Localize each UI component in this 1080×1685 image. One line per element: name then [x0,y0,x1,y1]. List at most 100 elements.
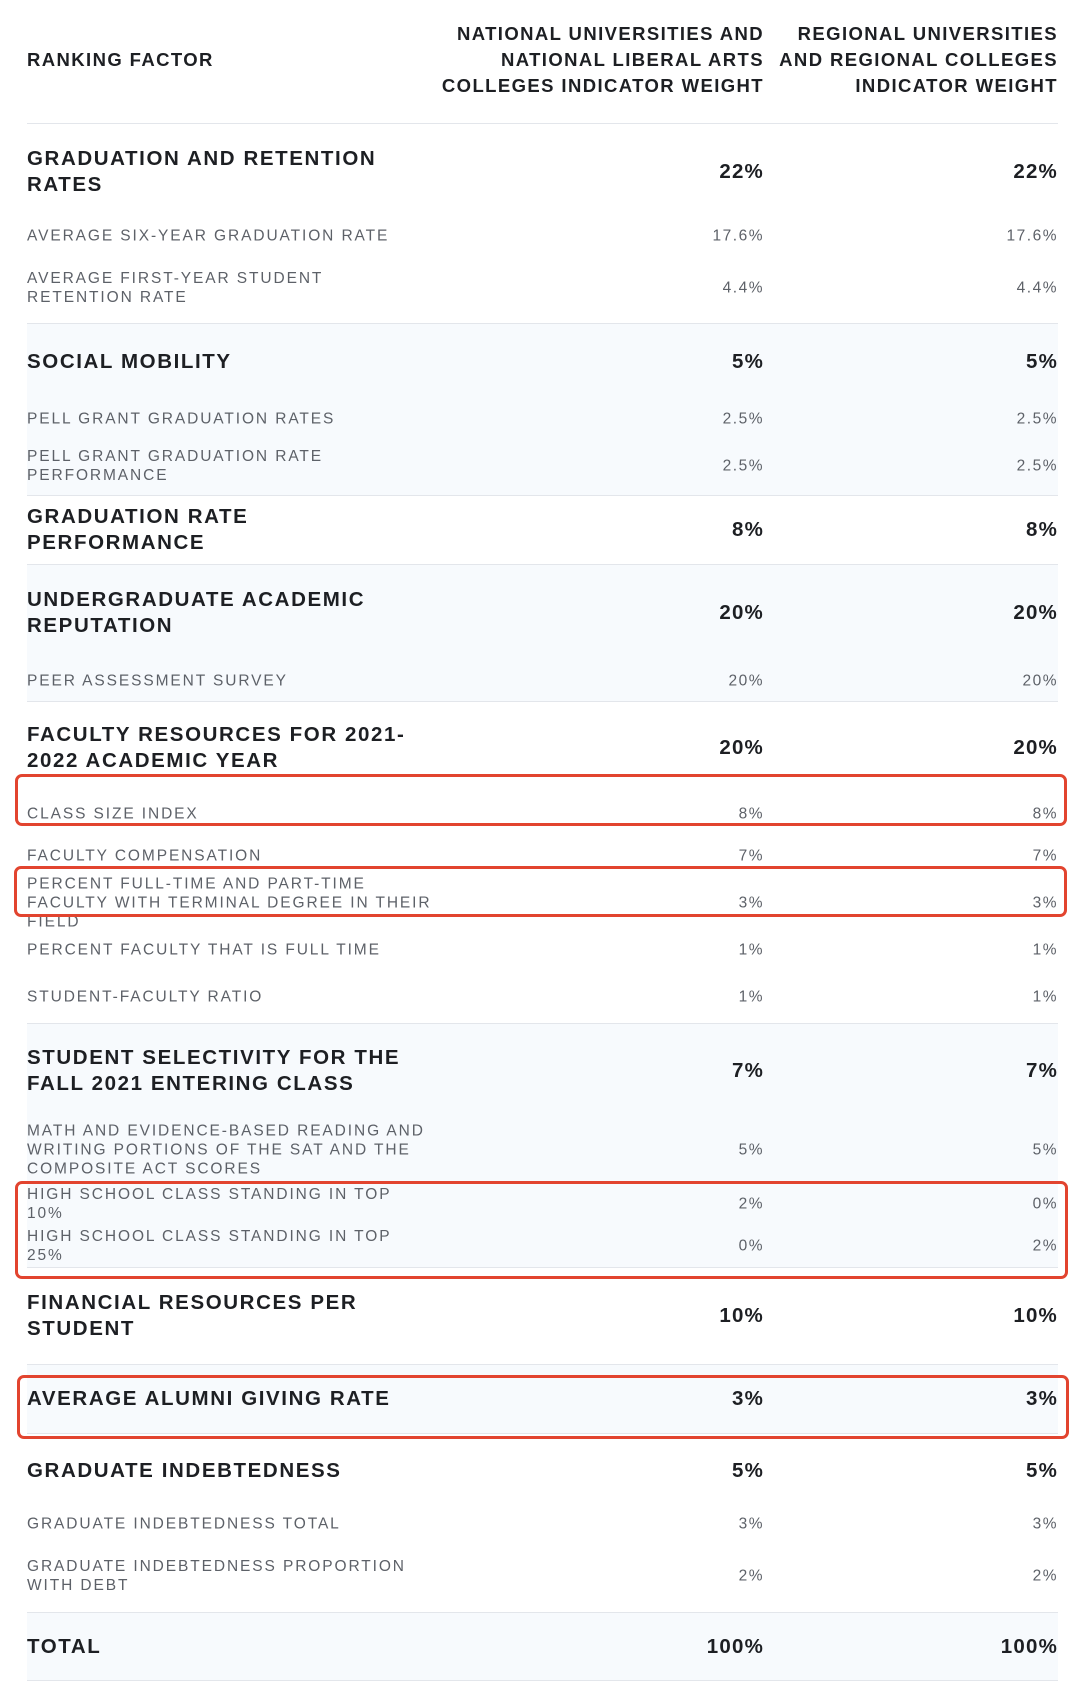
subfactor-label: GRADUATE INDEBTEDNESS TOTAL [27,1515,341,1532]
table-header: RANKING FACTOR NATIONAL UNIVERSITIES AND… [27,0,1058,124]
subfactor-row: CLASS SIZE INDEX 8% 8% [27,793,1058,835]
subfactor-label: AVERAGE FIRST-YEAR STUDENT RETENTION RAT… [27,269,324,306]
section-alumni-giving: AVERAGE ALUMNI GIVING RATE 3% 3% [27,1365,1058,1434]
section-social-mobility: SOCIAL MOBILITY 5% 5% PELL GRANT GRADUAT… [27,324,1058,496]
category-regional-weight: 8% [1025,518,1058,541]
total-regional-weight: 100% [1000,1634,1058,1658]
subfactor-national-weight: 1% [738,988,764,1006]
category-row: UNDERGRADUATE ACADEMIC REPUTATION 20% 20… [27,565,1058,661]
subfactor-label: PEER ASSESSMENT SURVEY [27,672,288,690]
subfactor-row: MATH AND EVIDENCE-BASED READING AND WRIT… [27,1117,1058,1183]
header-regional-weight: REGIONAL UNIVERSITIES AND REGIONAL COLLE… [779,23,1058,96]
category-label: GRADUATION AND RETENTION RATES [27,146,377,196]
subfactor-row: PEER ASSESSMENT SURVEY 20% 20% [27,661,1058,701]
section-graduation-retention: GRADUATION AND RETENTION RATES 22% 22% A… [27,124,1058,324]
subfactor-label: STUDENT-FACULTY RATIO [27,988,264,1006]
subfactor-regional-weight: 7% [1032,847,1058,864]
header-ranking-factor: RANKING FACTOR [27,49,214,70]
total-national-weight: 100% [706,1634,764,1658]
category-regional-weight: 5% [1025,1458,1058,1482]
subfactor-national-weight: 2.5% [722,410,764,427]
ranking-weights-table: RANKING FACTOR NATIONAL UNIVERSITIES AND… [27,0,1058,1681]
subfactor-national-weight: 2% [738,1195,764,1213]
subfactor-row: PELL GRANT GRADUATION RATE PERFORMANCE 2… [27,437,1058,495]
category-label: UNDERGRADUATE ACADEMIC REPUTATION [27,588,366,637]
category-label: GRADUATION RATE PERFORMANCE [27,505,249,554]
category-national-weight: 5% [731,350,764,373]
subfactor-label: PERCENT FACULTY THAT IS FULL TIME [27,941,381,959]
subfactor-label: CLASS SIZE INDEX [27,805,199,823]
subfactor-regional-weight: 1% [1032,941,1058,959]
subfactor-national-weight: 2.5% [722,457,764,475]
subfactor-regional-weight: 2% [1032,1567,1058,1585]
subfactor-row: AVERAGE FIRST-YEAR STUDENT RETENTION RAT… [27,252,1058,323]
category-regional-weight: 3% [1025,1387,1058,1410]
subfactor-national-weight: 0% [738,1237,764,1255]
subfactor-row: GRADUATE INDEBTEDNESS TOTAL 3% 3% [27,1507,1058,1540]
category-label: GRADUATE INDEBTEDNESS [27,1458,342,1482]
category-row: SOCIAL MOBILITY 5% 5% [27,324,1058,400]
section-financial-resources: FINANCIAL RESOURCES PER STUDENT 10% 10% [27,1268,1058,1365]
subfactor-label: HIGH SCHOOL CLASS STANDING IN TOP 10% [27,1186,392,1222]
category-regional-weight: 20% [1013,735,1058,759]
category-label: STUDENT SELECTIVITY FOR THE FALL 2021 EN… [27,1045,401,1095]
subfactor-regional-weight: 5% [1032,1141,1058,1159]
subfactor-national-weight: 2% [738,1567,764,1585]
subfactor-regional-weight: 3% [1032,1515,1058,1532]
category-row: FACULTY RESOURCES FOR 2021-2022 ACADEMIC… [27,702,1058,793]
subfactor-label: PELL GRANT GRADUATION RATES [27,410,336,427]
subfactor-label: PERCENT FULL-TIME AND PART-TIME FACULTY … [27,875,432,930]
category-national-weight: 8% [731,518,764,541]
category-regional-weight: 22% [1013,159,1058,183]
subfactor-national-weight: 3% [738,1515,764,1532]
subfactor-regional-weight: 4.4% [1016,279,1058,296]
subfactor-label: GRADUATE INDEBTEDNESS PROPORTION WITH DE… [27,1558,406,1594]
category-regional-weight: 10% [1013,1304,1058,1327]
subfactor-regional-weight: 20% [1022,672,1058,690]
subfactor-regional-weight: 0% [1032,1195,1058,1213]
subfactor-regional-weight: 8% [1032,805,1058,823]
category-row: FINANCIAL RESOURCES PER STUDENT 10% 10% [27,1268,1058,1364]
subfactor-national-weight: 17.6% [712,227,764,244]
category-label: AVERAGE ALUMNI GIVING RATE [27,1387,391,1410]
total-label: TOTAL [27,1634,102,1658]
subfactor-row: AVERAGE SIX-YEAR GRADUATION RATE 17.6% 1… [27,219,1058,252]
category-label: FINANCIAL RESOURCES PER STUDENT [27,1291,358,1340]
category-row: GRADUATE INDEBTEDNESS 5% 5% [27,1434,1058,1507]
subfactor-regional-weight: 3% [1032,894,1058,911]
category-regional-weight: 7% [1025,1058,1058,1082]
subfactor-regional-weight: 2.5% [1016,457,1058,475]
header-national-weight: NATIONAL UNIVERSITIES AND NATIONAL LIBER… [441,23,764,96]
subfactor-national-weight: 1% [738,941,764,959]
category-national-weight: 3% [731,1387,764,1410]
category-national-weight: 10% [719,1304,764,1327]
subfactor-label: PELL GRANT GRADUATION RATE PERFORMANCE [27,448,324,484]
total-row: TOTAL 100% 100% [27,1613,1058,1680]
category-national-weight: 20% [719,735,764,759]
category-national-weight: 20% [719,601,764,624]
subfactor-row: STUDENT-FACULTY RATIO 1% 1% [27,971,1058,1023]
section-graduation-rate-performance: GRADUATION RATE PERFORMANCE 8% 8% [27,496,1058,565]
subfactor-label: FACULTY COMPENSATION [27,847,263,864]
subfactor-row: PELL GRANT GRADUATION RATES 2.5% 2.5% [27,400,1058,437]
subfactor-row: PERCENT FULL-TIME AND PART-TIME FACULTY … [27,875,1058,930]
subfactor-label: MATH AND EVIDENCE-BASED READING AND WRIT… [27,1122,425,1178]
subfactor-label: HIGH SCHOOL CLASS STANDING IN TOP 25% [27,1228,392,1264]
subfactor-national-weight: 4.4% [722,279,764,296]
section-student-selectivity: STUDENT SELECTIVITY FOR THE FALL 2021 EN… [27,1024,1058,1268]
category-label: FACULTY RESOURCES FOR 2021-2022 ACADEMIC… [27,722,406,772]
subfactor-national-weight: 8% [738,805,764,823]
category-regional-weight: 5% [1025,350,1058,373]
category-national-weight: 5% [731,1458,764,1482]
subfactor-row: HIGH SCHOOL CLASS STANDING IN TOP 10% 2%… [27,1183,1058,1225]
subfactor-label: AVERAGE SIX-YEAR GRADUATION RATE [27,227,390,244]
section-faculty-resources: FACULTY RESOURCES FOR 2021-2022 ACADEMIC… [27,702,1058,1024]
subfactor-row: HIGH SCHOOL CLASS STANDING IN TOP 25% 0%… [27,1225,1058,1267]
subfactor-national-weight: 7% [738,847,764,864]
category-row: GRADUATION AND RETENTION RATES 22% 22% [27,124,1058,219]
subfactor-regional-weight: 2.5% [1016,410,1058,427]
category-row: GRADUATION RATE PERFORMANCE 8% 8% [27,496,1058,564]
category-row: STUDENT SELECTIVITY FOR THE FALL 2021 EN… [27,1024,1058,1117]
section-total: TOTAL 100% 100% [27,1613,1058,1681]
category-regional-weight: 20% [1013,601,1058,624]
